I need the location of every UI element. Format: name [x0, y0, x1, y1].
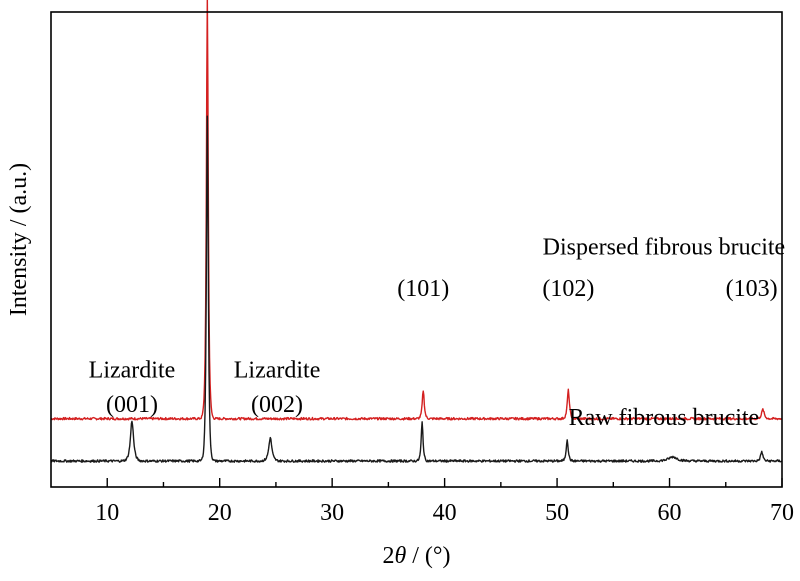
x-tick-label: 40	[433, 500, 457, 526]
annotation-ann-101: (101)	[397, 276, 449, 302]
series-line-dispersed	[50, 0, 783, 421]
plot-frame	[50, 11, 783, 488]
x-axis-label: 2θ / (°)	[382, 543, 450, 569]
x-axis-label-prefix: 2	[382, 543, 394, 569]
x-tick-label: 50	[545, 500, 569, 526]
tick-layer: 10 20 30 40 50 60 70	[95, 478, 794, 526]
annotation-ann-lizardite-2: Lizardite	[234, 357, 321, 383]
annotation-ann-103: (103)	[726, 276, 778, 302]
x-tick-label: 70	[770, 500, 794, 526]
x-axis-label-var: θ	[394, 543, 406, 569]
plot-area: 10 20 30 40 50 60 70 (001) (101) (102) (103) Dispe…	[50, 0, 794, 526]
y-axis-label: Intensity / (a.u.)	[6, 163, 32, 316]
annotation-ann-lizardite-1-hkl: (001)	[106, 392, 158, 418]
annotation-ann-lizardite-1: Lizardite	[89, 357, 176, 383]
series-line-raw	[50, 115, 783, 463]
x-tick-label: 20	[208, 500, 232, 526]
annotation-ann-raw: Raw fibrous brucite	[569, 405, 760, 431]
x-tick-label: 10	[95, 500, 119, 526]
x-axis-label-suffix: / (°)	[406, 543, 450, 569]
x-tick-label: 30	[320, 500, 344, 526]
x-tick-label: 60	[658, 500, 682, 526]
annotation-ann-102: (102)	[542, 276, 594, 302]
annotation-ann-dispersed: Dispersed fibrous brucite	[543, 235, 786, 261]
annotation-ann-lizardite-2-hkl: (002)	[251, 392, 303, 418]
series-layer	[50, 0, 783, 463]
annotation-layer: (001) (101) (102) (103) Dispersed fibrous br…	[89, 235, 786, 431]
